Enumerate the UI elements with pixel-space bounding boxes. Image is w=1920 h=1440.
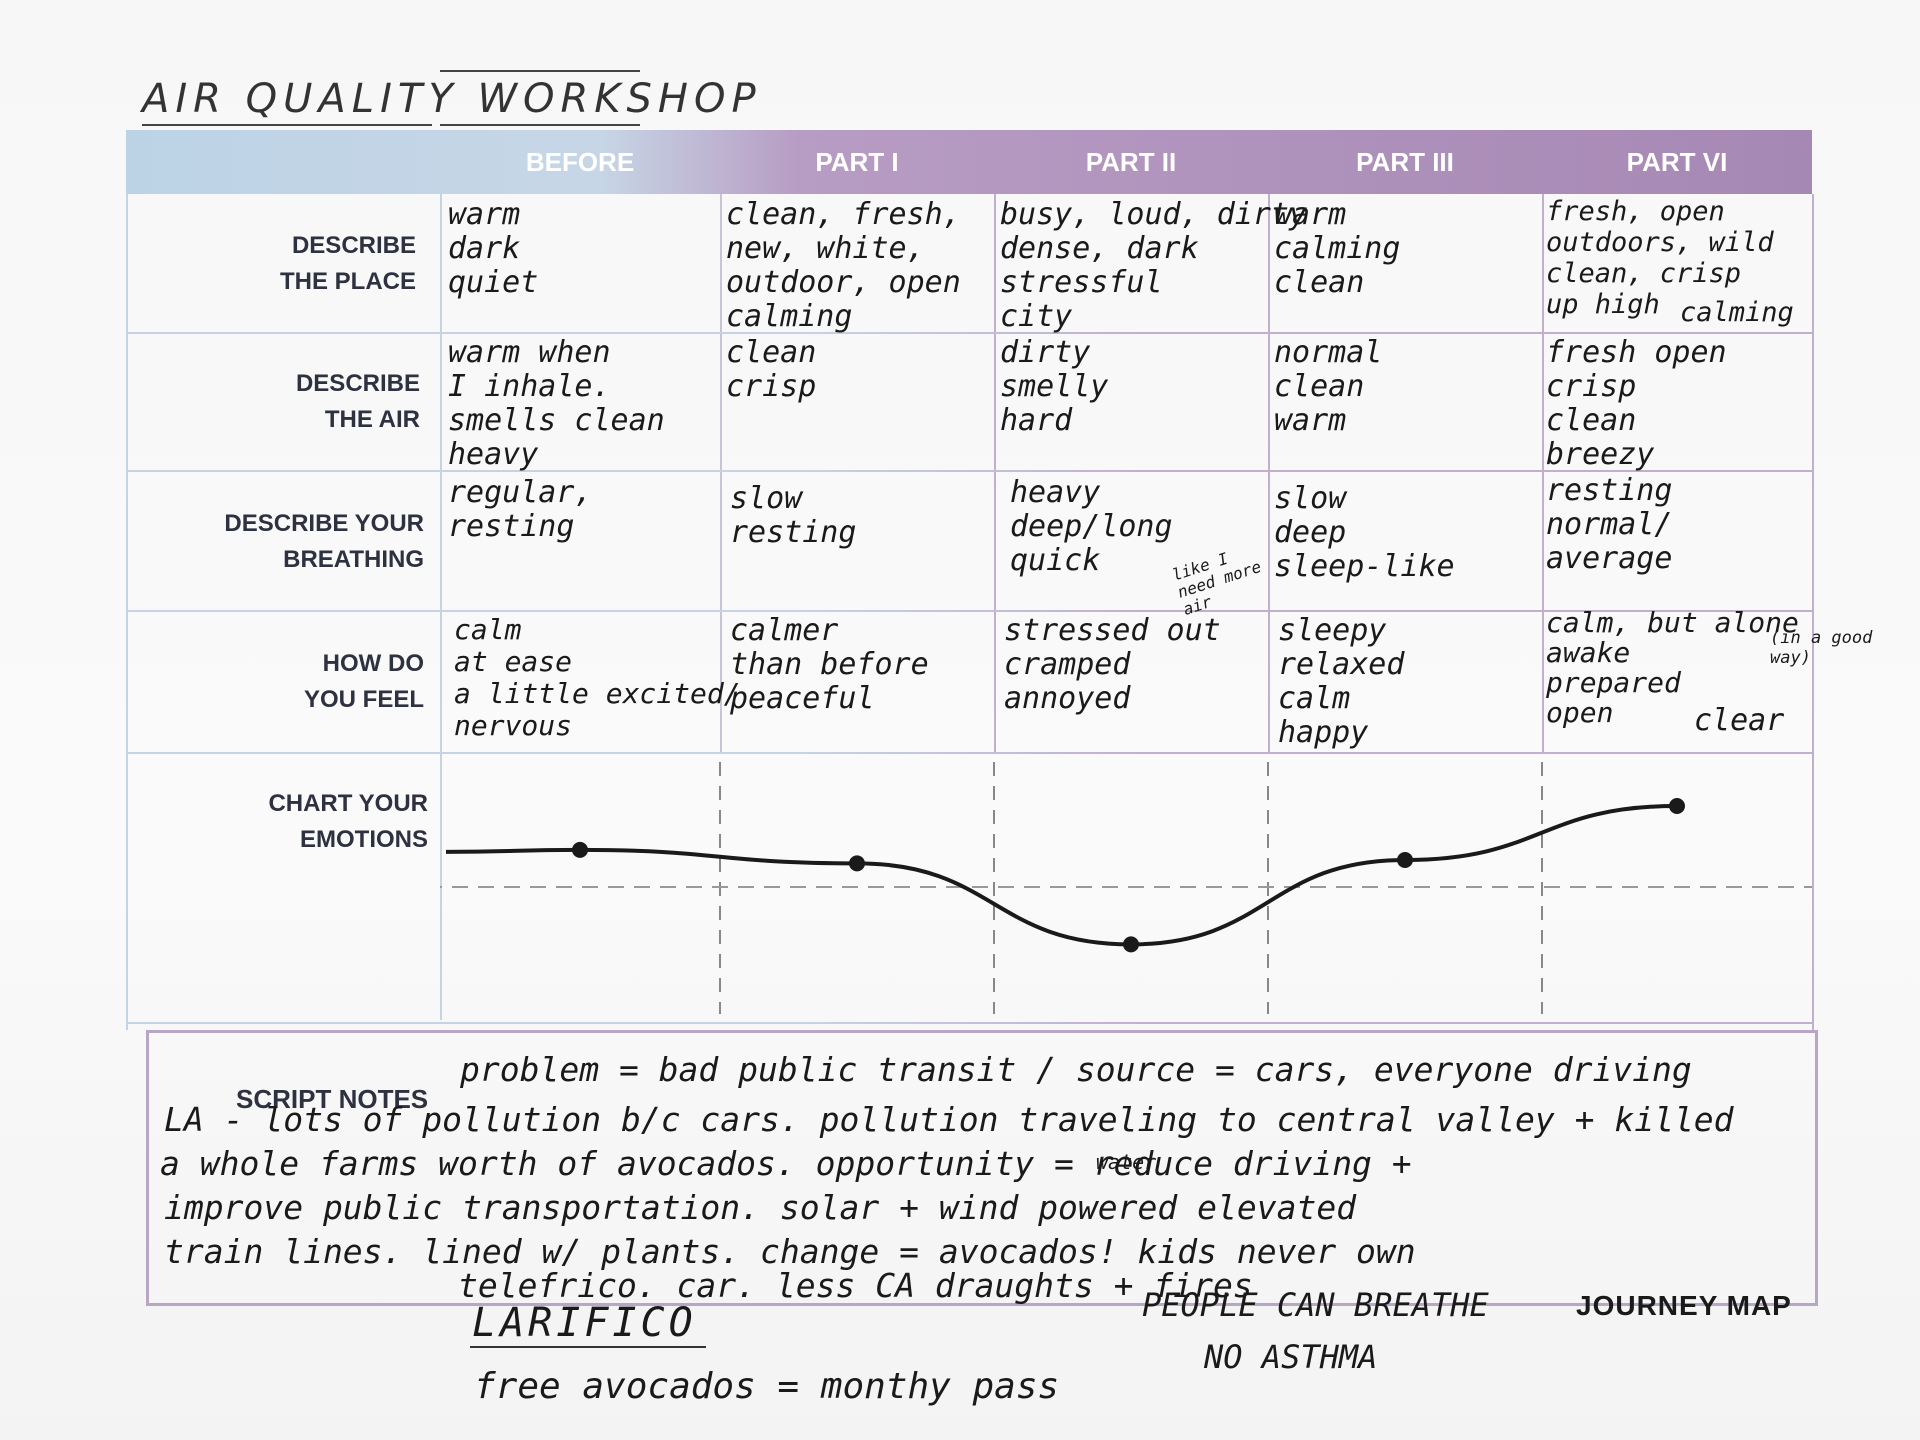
emotion-points	[572, 798, 1685, 953]
cell-breathing-part-2: heavy deep/long quick	[1010, 475, 1173, 578]
emotion-point-part-i	[849, 855, 865, 872]
column-header-part-3: PART III	[1356, 147, 1454, 177]
cell-air-before: warm when I inhale. smells clean heavy	[448, 335, 665, 472]
notes-line-4: improve public transportation. solar + w…	[164, 1188, 1357, 1227]
cell-feel-part-2: stressed out cramped annoyed	[1004, 613, 1221, 716]
cell-feel-before: calm at ease a little excited/ nervous	[454, 613, 741, 742]
row-label-breathing: DESCRIBE YOUR BREATHING	[224, 510, 424, 573]
footer-people-can-breathe: PEOPLE CAN BREATHE	[1142, 1286, 1489, 1324]
notes-line-6: telefrico. car. less CA draughts + fires	[458, 1266, 1253, 1305]
cell-air-part-6: fresh open crisp clean breezy	[1546, 335, 1727, 472]
cell-feel-part-6: calm, but alone awake prepared open	[1546, 606, 1799, 729]
title-underline	[142, 124, 432, 126]
notes-line-2: LA - lots of pollution b/c cars. polluti…	[164, 1100, 1734, 1139]
emotion-point-part-ii	[1123, 936, 1139, 953]
emotion-line	[445, 804, 1678, 947]
row-label-chart: CHART YOUR EMOTIONS	[268, 790, 428, 853]
title-word-air: AIR	[142, 76, 227, 122]
cell-place-part-6-extra: calming	[1680, 297, 1794, 328]
workshop-title: AIR QUALITY WORKSHOP	[142, 76, 762, 122]
script-notes-box	[146, 1030, 1818, 1306]
cell-air-part-3: normal clean warm	[1274, 335, 1383, 438]
emotion-point-before	[572, 841, 588, 858]
footer-free-avocados: free avocados = monthy pass	[474, 1366, 1060, 1407]
cell-breathing-part-6: resting normal/ average	[1546, 473, 1673, 576]
cell-feel-part-1: calmer than before peaceful	[730, 613, 929, 716]
title-word-workshop: WORKSHOP	[477, 76, 762, 122]
cell-feel-part-6-extra: clear	[1694, 703, 1785, 738]
cell-place-before: warm dark quiet	[448, 197, 539, 300]
emotion-point-part-iii	[1397, 852, 1413, 868]
column-header-part-6: PART VI	[1626, 147, 1728, 177]
cell-feel-part-3: sleepy relaxed calm happy	[1278, 613, 1405, 750]
footer-larifico: LARIFICO	[472, 1300, 697, 1346]
column-header-part-1: PART I	[815, 147, 899, 177]
cell-air-part-2: dirty smelly hard	[1000, 335, 1109, 438]
emotion-point-part-vi	[1669, 798, 1685, 814]
emotion-chart	[440, 762, 1812, 1014]
footer-larifico-underline	[470, 1346, 706, 1348]
journey-map-label: JOURNEY MAP	[1576, 1290, 1792, 1321]
cell-place-part-2: busy, loud, dirty dense, dark stressful …	[1000, 197, 1308, 334]
row-label-feel: HOW DO YOU FEEL	[303, 650, 424, 713]
notes-line-5: train lines. lined w/ plants. change = a…	[164, 1232, 1416, 1271]
notes-insert-water: water	[1096, 1150, 1157, 1174]
row-label-place: DESCRIBE THE PLACE	[279, 232, 416, 295]
cell-breathing-before: regular, resting	[448, 475, 593, 544]
notes-line-1: problem = bad public transit / source = …	[460, 1050, 1692, 1089]
title-word-quality: QUALITY	[245, 76, 459, 122]
column-header-part-2: PART II	[1085, 147, 1177, 177]
cell-breathing-part-3: slow deep sleep-like	[1274, 481, 1455, 584]
column-header-band	[126, 130, 1812, 194]
chart-guides	[440, 762, 1812, 1014]
cell-place-part-1: clean, fresh, new, white, outdoor, open …	[726, 197, 961, 334]
title-underline	[440, 124, 640, 126]
row-label-air: DESCRIBE THE AIR	[295, 370, 420, 433]
cell-place-part-3: warm calming clean	[1274, 197, 1401, 300]
column-header-before: BEFORE	[525, 147, 635, 177]
cell-feel-aside: (in a good way)	[1770, 628, 1873, 668]
footer-no-asthma: NO ASTHMA	[1204, 1338, 1378, 1376]
cell-place-part-6: fresh, open outdoors, wild clean, crisp …	[1546, 196, 1774, 320]
cell-breathing-part-1: slow resting	[730, 481, 857, 550]
notes-line-3: a whole farms worth of avocados. opportu…	[160, 1144, 1412, 1183]
script-notes-label: SCRIPT NOTES	[236, 1084, 429, 1114]
title-overline	[440, 70, 640, 72]
cell-air-part-1: clean crisp	[726, 335, 817, 404]
